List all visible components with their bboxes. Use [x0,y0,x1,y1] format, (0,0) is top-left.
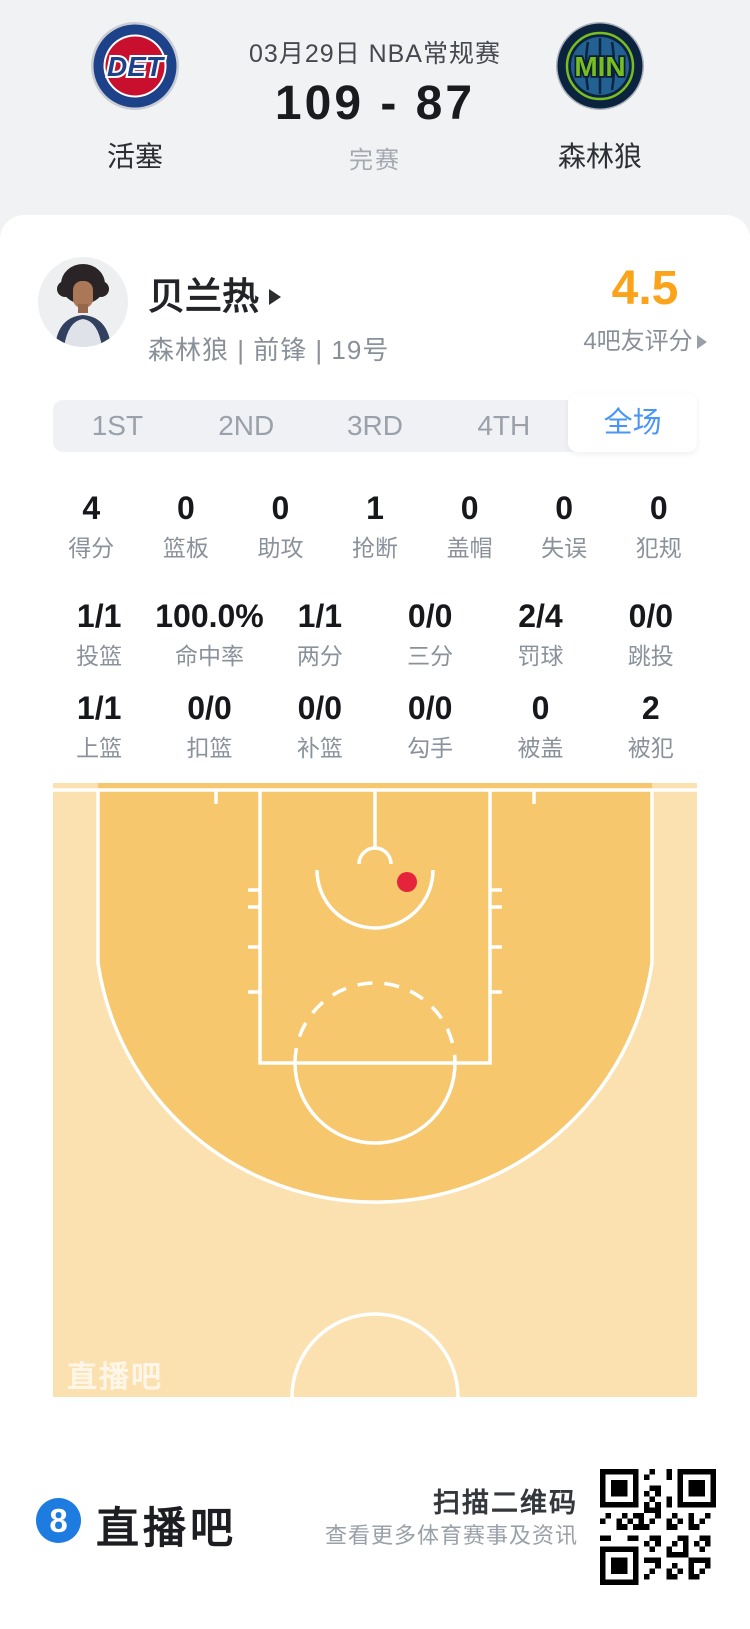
final-score: 109 - 87 [274,77,476,130]
stat-勾手: 0/0 勾手 [375,690,485,763]
stat-value: 0/0 [407,690,453,726]
stat-label: 篮板 [162,535,209,561]
svg-text:MIN: MIN [574,51,625,82]
away-team-name[interactable]: 森林狼 [557,141,642,172]
player-name[interactable]: 贝兰热 [148,266,281,320]
stat-value: 0/0 [628,598,674,634]
stat-value: 1 [366,490,384,526]
rating-block[interactable]: 4.5 4吧友评分 [575,263,715,355]
stat-两分: 1/1 两分 [265,598,375,671]
player-detail-arrow-icon[interactable] [269,289,281,306]
shot-chart[interactable] [53,783,697,1398]
stat-上篮: 1/1 上篮 [44,690,154,763]
stat-value: 0 [555,490,574,526]
min-team-logo[interactable]: MIN [554,20,646,112]
stat-label: 犯规 [635,535,682,561]
det-logo-icon: DET [91,22,179,110]
shot-marker[interactable] [397,872,417,892]
stat-label: 得分 [68,535,115,561]
stat-label: 盖帽 [446,535,493,561]
stat-犯规: 0 犯规 [611,490,706,563]
stat-得分: 4 得分 [44,490,139,563]
stat-跳投: 0/0 跳投 [596,598,706,671]
tab-1ST[interactable]: 1ST [91,410,144,441]
stat-value: 0/0 [187,690,232,726]
stat-value: 0 [176,490,195,526]
game-date-title: 03月29日 NBA常规赛 [249,40,501,68]
stat-label: 被盖 [517,735,564,761]
stat-助攻: 0 助攻 [233,490,328,563]
stat-value: 0 [271,490,290,526]
stat-value: 1/1 [76,690,122,726]
stat-value: 0 [531,690,550,726]
stat-value: 0/0 [407,598,453,634]
stat-label: 扣篮 [186,735,233,761]
qr-subtitle: 查看更多体育赛事及资讯 [324,1523,578,1548]
stat-罚球: 2/4 罚球 [485,598,595,671]
stat-补篮: 0/0 补篮 [265,690,375,763]
rating-arrow-icon [696,334,707,349]
min-logo-icon: MIN [556,22,644,110]
stat-label: 被犯 [627,735,674,761]
court-diagram-icon [53,783,697,1398]
tab-全场[interactable]: 全场 [568,394,697,452]
qr-title: 扫描二维码 [433,1488,578,1518]
player-name-text: 贝兰热 [148,276,259,317]
stat-篮板: 0 篮板 [139,490,234,563]
player-avatar[interactable] [38,257,128,347]
stat-被盖: 0 被盖 [485,690,595,763]
stat-value: 100.0% [155,598,264,634]
stat-label: 补篮 [296,735,343,761]
stat-失误: 0 失误 [517,490,612,563]
qr-code-icon [600,1469,716,1585]
stats-row-3: 1/1 上篮 0/0 扣篮 0/0 补篮 0/0 勾手 0 被盖 2 被犯 [0,690,750,763]
stat-盖帽: 0 盖帽 [422,490,517,563]
stat-命中率: 100.0% 命中率 [154,598,264,671]
home-team-name[interactable]: 活塞 [106,141,163,172]
stat-投篮: 1/1 投篮 [44,598,154,671]
rating-label[interactable]: 4吧友评分 [575,329,715,355]
court-watermark: 直播吧 [67,1361,163,1394]
tab-2ND[interactable]: 2ND [218,410,275,441]
tab-4TH[interactable]: 4TH [477,410,531,441]
stat-label: 三分 [407,643,454,669]
qr-code[interactable] [600,1469,716,1585]
qr-caption: 扫描二维码 查看更多体育赛事及资讯 [300,1486,578,1552]
stat-label: 助攻 [257,535,304,561]
player-meta: 森林狼 | 前锋 | 19号 [148,335,390,365]
stat-label: 抢断 [352,535,399,561]
stat-label: 跳投 [627,643,674,669]
stat-label: 命中率 [174,643,244,669]
stat-label: 两分 [296,643,343,669]
stat-被犯: 2 被犯 [596,690,706,763]
quarter-tabs: 1ST 2ND 3RD 4TH 全场 [53,394,697,452]
stat-三分: 0/0 三分 [375,598,485,671]
zhibo8-logo-icon[interactable]: 8 [36,1498,81,1543]
stat-value: 1/1 [76,598,122,634]
stat-value: 4 [82,490,101,526]
stat-value: 2 [641,690,660,726]
stat-label: 投篮 [76,643,123,669]
stat-value: 0/0 [297,690,343,726]
stat-label: 失误 [541,535,588,561]
det-team-logo[interactable]: DET [89,20,181,112]
stat-value: 2/4 [518,598,563,634]
stat-label: 罚球 [517,643,564,669]
player-photo-icon [38,257,128,347]
stat-value: 0 [460,490,479,526]
stat-抢断: 1 抢断 [328,490,423,563]
tab-3RD[interactable]: 3RD [346,410,403,441]
game-status: 完赛 [349,147,401,174]
stats-row-1: 4 得分 0 篮板 0 助攻 1 抢断 0 盖帽 0 失误 0 犯规 [0,490,750,563]
stats-row-2: 1/1 投篮 100.0% 命中率 1/1 两分 0/0 三分 2/4 罚球 0/0 跳投 [0,598,750,671]
stat-label: 勾手 [407,735,454,761]
stat-value: 0 [649,490,668,526]
stat-label: 上篮 [76,735,123,761]
stat-value: 1/1 [297,598,343,634]
player-rating: 4.5 [611,262,679,315]
footer-brand[interactable]: 直播吧 [96,1505,237,1553]
svg-text:DET: DET [107,51,166,82]
stat-扣篮: 0/0 扣篮 [154,690,264,763]
